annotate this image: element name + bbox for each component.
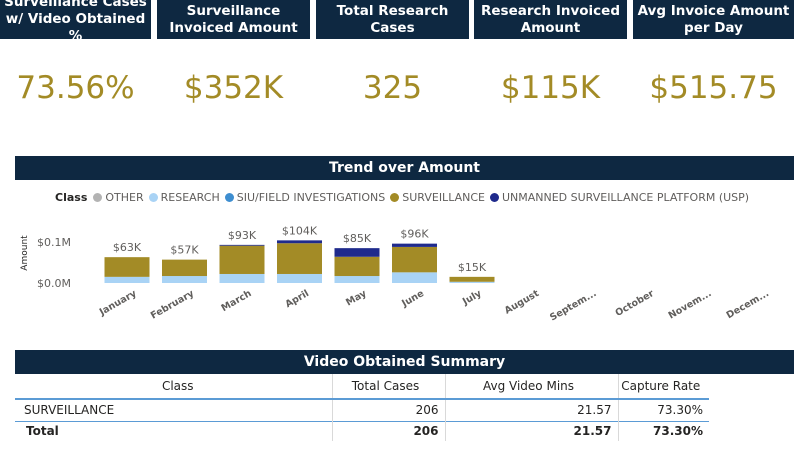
column-header-capture-rate[interactable]: Capture Rate <box>618 374 709 400</box>
chart-legend: Class OTHER RESEARCH SIU/FIELD INVESTIGA… <box>55 188 754 206</box>
legend-item-surveillance[interactable]: SURVEILLANCE <box>390 191 485 204</box>
x-tick-label: Decem... <box>725 288 771 321</box>
kpi-label-line: Cases <box>370 19 415 36</box>
summary-title: Video Obtained Summary <box>15 350 794 374</box>
kpi-header-video-obtained: Surveillance Cases w/ Video Obtained % <box>0 0 151 44</box>
bar-segment-unmanned-surveillance-platform-usp <box>334 248 380 257</box>
x-tick-label: August <box>503 288 542 317</box>
y-axis-title: Amount <box>20 235 30 271</box>
kpi-label-line: Surveillance <box>186 2 281 19</box>
cell-class: SURVEILLANCE <box>15 399 333 421</box>
bar-segment-research <box>392 272 437 283</box>
data-label: $104K <box>282 224 318 237</box>
x-tick-label: Novem... <box>667 288 714 321</box>
bar-segment-surveillance <box>219 245 265 274</box>
x-tick-label: February <box>149 288 197 322</box>
cell-total-label: Total <box>15 420 333 441</box>
bar-segment-unmanned-surveillance-platform-usp <box>392 243 437 247</box>
bar-segment-surveillance <box>449 276 495 282</box>
kpi-value-surveillance-invoiced: $352K <box>183 70 284 106</box>
bar-segment-surveillance <box>334 256 380 277</box>
summary-table: Class Total Cases Avg Video Mins Capture… <box>15 374 709 441</box>
bar-segment-research <box>162 276 207 283</box>
legend-dot-icon <box>390 192 400 202</box>
table-row[interactable]: SURVEILLANCE 206 21.57 73.30% <box>15 399 709 421</box>
data-label: $96K <box>400 228 429 241</box>
y-tick-label: $0.1M <box>37 236 71 249</box>
legend-label: UNMANNED SURVEILLANCE PLATFORM (USP) <box>501 190 750 204</box>
kpi-value-research-invoiced: $115K <box>500 70 601 106</box>
x-tick-label: March <box>219 288 253 314</box>
kpi-label-line: Invoiced Amount <box>169 19 298 36</box>
legend-item-other[interactable]: OTHER <box>93 190 144 204</box>
legend-title: Class <box>55 190 88 204</box>
legend-label: SURVEILLANCE <box>402 190 485 204</box>
data-label: $63K <box>113 241 142 254</box>
bar-segment-research <box>219 273 265 283</box>
x-tick-label: October <box>614 288 657 319</box>
legend-label: SIU/FIELD INVESTIGATIONS <box>236 190 386 204</box>
y-tick-label: $0.0M <box>37 277 71 290</box>
legend-dot-icon <box>489 192 499 202</box>
cell-capture-rate: 73.30% <box>657 403 703 418</box>
kpi-header-avg-invoice-per-day: Avg Invoice Amount per Day <box>633 0 794 39</box>
bar-segment-research <box>334 276 380 283</box>
kpi-value-total-research-cases: 325 <box>362 70 423 106</box>
cell-total-cases-sum: 206 <box>332 420 446 441</box>
kpi-header-research-invoiced: Research Invoiced Amount <box>474 0 627 39</box>
kpi-label-line: per Day <box>684 19 743 36</box>
bar-segment-research <box>104 276 150 283</box>
bar-segment-surveillance <box>392 246 437 273</box>
legend-item-research[interactable]: RESEARCH <box>148 190 220 204</box>
legend-label: OTHER <box>105 190 144 204</box>
bar-segment-research <box>449 281 495 283</box>
table-total-row: Total 206 21.57 73.30% <box>15 420 709 441</box>
kpi-label-line: Avg Invoice Amount <box>637 2 790 19</box>
table-header-row: Class Total Cases Avg Video Mins Capture… <box>15 374 709 400</box>
bar-segment-unmanned-surveillance-platform-usp <box>277 240 322 244</box>
legend-item-siu-field[interactable]: SIU/FIELD INVESTIGATIONS <box>224 190 386 204</box>
data-label: $57K <box>170 244 199 257</box>
kpi-value-avg-invoice-per-day: $515.75 <box>649 70 778 106</box>
bar-segment-surveillance <box>277 243 322 274</box>
bar-segment-unmanned-surveillance-platform-usp <box>219 244 265 246</box>
column-header-total-cases[interactable]: Total Cases <box>332 374 446 400</box>
kpi-label-line: Research Invoiced <box>481 2 620 19</box>
trend-bar-chart: Amount $0.0M $0.1M $63K January $57K February $… <box>20 224 771 323</box>
kpi-header-total-research-cases: Total Research Cases <box>316 0 469 39</box>
kpi-label-line: Surveillance Cases <box>4 0 147 10</box>
legend-label: RESEARCH <box>160 190 220 204</box>
cell-total-cases: 206 <box>332 399 446 421</box>
x-tick-label: July <box>460 288 484 308</box>
legend-dot-icon <box>224 192 234 202</box>
kpi-value-video-obtained: 73.56% <box>16 70 135 106</box>
cell-capture-rate-total: 73.30% <box>618 420 709 441</box>
kpi-label-line: Amount <box>520 19 581 36</box>
trend-chart-title: Trend over Amount <box>15 156 794 180</box>
x-tick-label: May <box>344 288 369 309</box>
x-tick-label: Septem... <box>548 288 598 323</box>
cell-avg-video-mins-total: 21.57 <box>445 420 619 441</box>
kpi-label-line: w/ Video Obtained % <box>5 11 146 44</box>
legend-dot-icon <box>148 192 158 202</box>
column-header-class[interactable]: Class <box>15 374 333 400</box>
bar-segment-surveillance <box>104 257 150 277</box>
bar-segment-surveillance <box>162 259 207 277</box>
bar-segment-research <box>277 273 322 283</box>
data-label: $85K <box>343 232 372 245</box>
legend-dot-icon <box>93 192 103 202</box>
cell-avg-video-mins: 21.57 <box>445 399 619 421</box>
legend-item-usp[interactable]: UNMANNED SURVEILLANCE PLATFORM (USP) <box>489 190 750 204</box>
x-tick-label: April <box>284 288 311 310</box>
x-tick-label: June <box>399 288 426 310</box>
kpi-header-surveillance-invoiced: Surveillance Invoiced Amount <box>157 0 310 39</box>
kpi-label-line: Total Research <box>336 2 449 19</box>
column-header-avg-video-mins[interactable]: Avg Video Mins <box>445 374 619 400</box>
x-tick-label: January <box>97 288 139 319</box>
data-label: $93K <box>228 229 257 242</box>
data-label: $15K <box>458 261 487 274</box>
